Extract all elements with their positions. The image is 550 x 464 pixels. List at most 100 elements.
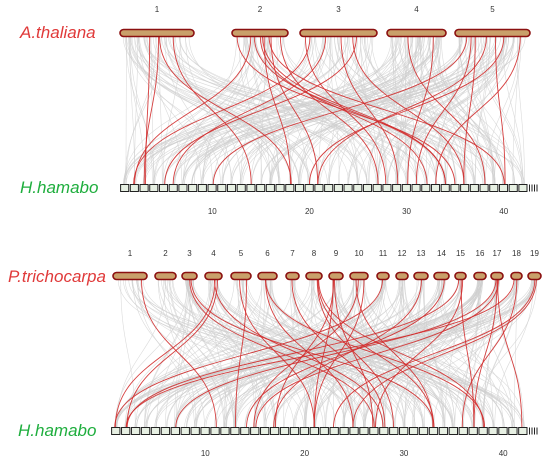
- synteny-link: [254, 279, 315, 428]
- synteny-link: [394, 279, 482, 428]
- highlighted-synteny-link: [259, 36, 428, 185]
- synteny-link: [398, 36, 506, 185]
- hamabo-scaffold: [168, 184, 178, 192]
- synteny-link: [150, 36, 154, 185]
- chromosome-bar: [454, 271, 467, 281]
- hamabo-scaffold: [529, 184, 530, 192]
- highlighted-synteny-link: [461, 279, 518, 428]
- highlighted-synteny-link: [126, 279, 218, 428]
- highlighted-synteny-link: [273, 279, 422, 428]
- hamabo-scaffold: [389, 427, 399, 435]
- synteny-link: [123, 36, 405, 185]
- synteny-link: [358, 36, 497, 185]
- hamabo-scaffold: [379, 427, 389, 435]
- hamabo-scaffold: [207, 184, 217, 192]
- highlighted-synteny-link: [334, 279, 374, 428]
- top-chromosomes: 1 2 3 4 5: [119, 5, 531, 38]
- synteny-link: [353, 279, 443, 428]
- synteny-link: [264, 279, 474, 428]
- synteny-link: [230, 36, 402, 185]
- chromosome-bar: [257, 271, 278, 281]
- synteny-link: [147, 36, 310, 185]
- hamabo-scaffold: [246, 184, 256, 192]
- synteny-link: [172, 279, 395, 428]
- hamabo-scaffold: [190, 427, 200, 435]
- synteny-link: [446, 36, 491, 185]
- synteny-link: [157, 279, 226, 428]
- synteny-link: [214, 279, 346, 428]
- synteny-link: [123, 36, 246, 185]
- highlighted-synteny-link: [265, 279, 354, 428]
- synteny-link: [202, 36, 253, 185]
- synteny-link: [290, 36, 423, 185]
- highlighted-synteny-link: [270, 36, 319, 185]
- synteny-link: [318, 36, 331, 185]
- hamabo-scaffold: [469, 184, 479, 192]
- highlighted-synteny-link: [145, 36, 151, 185]
- chromosome-bar: [473, 271, 487, 281]
- synteny-link: [480, 36, 524, 185]
- hamabo-scaffold: [440, 184, 450, 192]
- synteny-link: [419, 36, 447, 185]
- highlighted-synteny-link: [164, 36, 357, 185]
- synteny-link: [175, 279, 244, 428]
- hamabo-scaffold: [170, 427, 181, 435]
- scaffold-tick-label: 10: [208, 207, 217, 216]
- synteny-link: [433, 279, 515, 428]
- hamabo-scaffold: [210, 427, 220, 435]
- hamabo-scaffold: [217, 184, 227, 192]
- highlighted-synteny-link: [304, 36, 387, 185]
- hamabo-scaffold: [428, 427, 439, 435]
- synteny-link: [166, 279, 355, 428]
- synteny-link: [317, 36, 441, 185]
- synteny-link: [363, 279, 495, 428]
- highlighted-synteny-link: [253, 279, 359, 428]
- synteny-link: [327, 36, 440, 185]
- hamabo-scaffold: [324, 184, 334, 192]
- chromosome-label: 4: [414, 5, 419, 14]
- scaffold-tick-label: 30: [399, 449, 408, 458]
- synteny-link: [277, 36, 455, 185]
- chromosome-bar: [112, 271, 148, 281]
- hamabo-scaffold: [314, 184, 324, 192]
- synteny-link: [295, 279, 424, 428]
- highlighted-synteny-link: [190, 279, 435, 428]
- hamabo-scaffold: [140, 427, 151, 435]
- synteny-link: [225, 279, 516, 428]
- chromosome-bar: [299, 28, 378, 38]
- synteny-link: [413, 279, 496, 428]
- synteny-link: [420, 36, 503, 185]
- top-chromosomes: 1 2 3 4 5 6 7 8 9 10 11 12 13 14 15 16 17 18 19: [112, 249, 542, 281]
- chromosome-label: 15: [456, 249, 465, 258]
- hamabo-scaffold: [489, 184, 499, 192]
- synteny-link: [174, 36, 461, 185]
- synteny-link: [130, 36, 418, 185]
- chromosome-bar: [230, 271, 252, 281]
- hamabo-scaffold: [498, 427, 508, 435]
- synteny-link: [250, 36, 329, 185]
- synteny-link: [382, 279, 403, 428]
- synteny-link: [399, 36, 456, 185]
- chromosome-bar: [328, 271, 344, 281]
- highlighted-synteny-link: [255, 279, 499, 428]
- hamabo-scaffold: [275, 184, 285, 192]
- synteny-link: [328, 36, 469, 185]
- hamabo-scaffold: [401, 184, 411, 192]
- chromosome-bar: [231, 28, 289, 38]
- synteny-link: [182, 36, 323, 185]
- synteny-link: [404, 36, 503, 185]
- highlighted-synteny-link: [313, 279, 365, 428]
- hamabo-scaffold: [411, 184, 421, 192]
- synteny-link: [185, 36, 241, 185]
- highlighted-synteny-link: [291, 279, 386, 428]
- hamabo-scaffold: [508, 184, 518, 192]
- chromosome-bar: [376, 271, 390, 281]
- synteny-link: [135, 36, 425, 185]
- synteny-link: [175, 279, 404, 428]
- synteny-link: [162, 36, 181, 185]
- synteny-link: [164, 36, 306, 185]
- synteny-link: [417, 36, 505, 185]
- highlighted-synteny-link: [263, 36, 291, 185]
- chromosome-bar: [413, 271, 429, 281]
- synteny-link: [328, 36, 437, 185]
